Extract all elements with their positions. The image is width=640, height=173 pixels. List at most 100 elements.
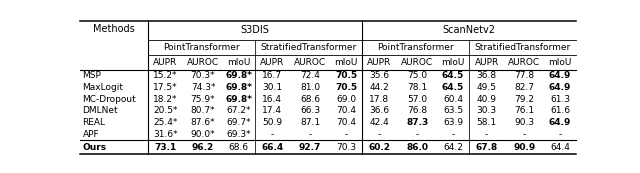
Text: AUROC: AUROC — [508, 58, 540, 67]
Text: AUROC: AUROC — [294, 58, 326, 67]
Text: 36.6: 36.6 — [369, 106, 390, 115]
Text: 15.2*: 15.2* — [153, 71, 177, 80]
Text: 42.4: 42.4 — [370, 118, 389, 127]
Text: 64.4: 64.4 — [550, 143, 570, 152]
Text: 16.4: 16.4 — [262, 95, 282, 104]
Text: 69.8*: 69.8* — [225, 71, 252, 80]
Text: 66.3: 66.3 — [300, 106, 320, 115]
Text: 75.0: 75.0 — [407, 71, 428, 80]
Text: -: - — [271, 130, 274, 139]
Text: 17.4: 17.4 — [262, 106, 282, 115]
Text: mIoU: mIoU — [548, 58, 572, 67]
Text: PointTransformer: PointTransformer — [377, 43, 454, 52]
Text: Methods: Methods — [93, 24, 134, 34]
Text: 69.7*: 69.7* — [227, 118, 251, 127]
Text: 82.7: 82.7 — [514, 83, 534, 92]
Text: StratifiedTransformer: StratifiedTransformer — [474, 43, 571, 52]
Text: 36.8: 36.8 — [477, 71, 497, 80]
Text: 17.8: 17.8 — [369, 95, 390, 104]
Text: Ours: Ours — [83, 143, 107, 152]
Text: 72.4: 72.4 — [300, 71, 320, 80]
Text: 70.4: 70.4 — [336, 106, 356, 115]
Text: 61.6: 61.6 — [550, 106, 570, 115]
Text: 44.2: 44.2 — [370, 83, 389, 92]
Text: 77.8: 77.8 — [514, 71, 534, 80]
Text: 63.9: 63.9 — [443, 118, 463, 127]
Text: 79.2: 79.2 — [514, 95, 534, 104]
Text: 69.8*: 69.8* — [225, 95, 252, 104]
Text: -: - — [485, 130, 488, 139]
Text: APF: APF — [83, 130, 99, 139]
Text: AUPR: AUPR — [153, 58, 177, 67]
Text: 40.9: 40.9 — [477, 95, 497, 104]
Text: 66.4: 66.4 — [261, 143, 284, 152]
Text: 68.6: 68.6 — [300, 95, 320, 104]
Text: 31.6*: 31.6* — [153, 130, 178, 139]
Text: MSP: MSP — [83, 71, 101, 80]
Text: 90.0*: 90.0* — [191, 130, 215, 139]
Text: 75.9*: 75.9* — [191, 95, 215, 104]
Text: 63.5: 63.5 — [443, 106, 463, 115]
Text: -: - — [523, 130, 526, 139]
Text: mIoU: mIoU — [442, 58, 465, 67]
Text: 76.8: 76.8 — [407, 106, 428, 115]
Text: ScanNetv2: ScanNetv2 — [442, 25, 495, 35]
Text: -: - — [415, 130, 419, 139]
Text: MaxLogit: MaxLogit — [83, 83, 124, 92]
Text: AUROC: AUROC — [401, 58, 433, 67]
Text: -: - — [559, 130, 562, 139]
Text: -: - — [308, 130, 312, 139]
Text: -: - — [344, 130, 348, 139]
Text: AUPR: AUPR — [367, 58, 392, 67]
Text: 16.7: 16.7 — [262, 71, 282, 80]
Text: 87.6*: 87.6* — [191, 118, 215, 127]
Text: 64.2: 64.2 — [443, 143, 463, 152]
Text: 70.3: 70.3 — [336, 143, 356, 152]
Text: 60.4: 60.4 — [443, 95, 463, 104]
Text: 92.7: 92.7 — [299, 143, 321, 152]
Text: 67.2*: 67.2* — [227, 106, 251, 115]
Text: 35.6: 35.6 — [369, 71, 390, 80]
Text: mIoU: mIoU — [334, 58, 358, 67]
Text: 25.4*: 25.4* — [153, 118, 177, 127]
Text: 69.8*: 69.8* — [225, 83, 252, 92]
Text: PointTransformer: PointTransformer — [163, 43, 239, 52]
Text: 64.9: 64.9 — [549, 118, 572, 127]
Text: 86.0: 86.0 — [406, 143, 428, 152]
Text: 69.0: 69.0 — [336, 95, 356, 104]
Text: 70.5: 70.5 — [335, 71, 357, 80]
Text: mIoU: mIoU — [227, 58, 250, 67]
Text: 17.5*: 17.5* — [153, 83, 178, 92]
Text: 64.5: 64.5 — [442, 83, 464, 92]
Text: 61.3: 61.3 — [550, 95, 570, 104]
Text: 90.3: 90.3 — [514, 118, 534, 127]
Text: DMLNet: DMLNet — [83, 106, 118, 115]
Text: 73.1: 73.1 — [154, 143, 177, 152]
Text: 87.1: 87.1 — [300, 118, 320, 127]
Text: 76.1: 76.1 — [514, 106, 534, 115]
Text: AUPR: AUPR — [474, 58, 499, 67]
Text: 60.2: 60.2 — [369, 143, 390, 152]
Text: 80.7*: 80.7* — [191, 106, 215, 115]
Text: S3DIS: S3DIS — [240, 25, 269, 35]
Text: 64.9: 64.9 — [549, 71, 572, 80]
Text: 78.1: 78.1 — [407, 83, 428, 92]
Text: 18.2*: 18.2* — [153, 95, 177, 104]
Text: 96.2: 96.2 — [192, 143, 214, 152]
Text: 58.1: 58.1 — [477, 118, 497, 127]
Text: 74.3*: 74.3* — [191, 83, 215, 92]
Text: AUPR: AUPR — [260, 58, 285, 67]
Text: 69.3*: 69.3* — [227, 130, 251, 139]
Text: 20.5*: 20.5* — [153, 106, 177, 115]
Text: 70.5: 70.5 — [335, 83, 357, 92]
Text: 64.9: 64.9 — [549, 83, 572, 92]
Text: 57.0: 57.0 — [407, 95, 428, 104]
Text: 90.9: 90.9 — [513, 143, 535, 152]
Text: MC-Dropout: MC-Dropout — [83, 95, 136, 104]
Text: 64.5: 64.5 — [442, 71, 464, 80]
Text: -: - — [378, 130, 381, 139]
Text: 70.3*: 70.3* — [191, 71, 215, 80]
Text: 30.1: 30.1 — [262, 83, 282, 92]
Text: 68.6: 68.6 — [228, 143, 249, 152]
Text: 67.8: 67.8 — [476, 143, 498, 152]
